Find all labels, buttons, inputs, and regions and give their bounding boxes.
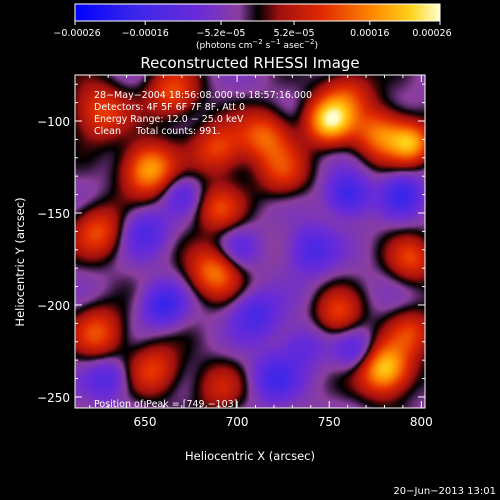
x-tick-label: 750 <box>318 415 341 429</box>
footer-timestamp: 20−Jun−2013 13:01 <box>393 486 496 497</box>
colorbar-tick-label: −0.00016 <box>122 28 169 39</box>
colorbar-tick-label: 0.00016 <box>350 28 389 39</box>
y-tick-label: −100 <box>37 115 70 129</box>
y-tick-label: −250 <box>37 391 70 405</box>
plot-frame <box>74 74 426 409</box>
colorbar-tick-label: 0.00026 <box>412 28 451 39</box>
x-tick-label: 800 <box>410 415 433 429</box>
annotation-detectors: Detectors: 4F 5F 6F 7F 8F, Att 0 <box>94 102 245 113</box>
colorbar-tick-labels: −0.00026 −0.00016 −5.2e−05 5.2e−05 0.00016 0.… <box>53 28 451 39</box>
colorbar-tick-label: −5.2e−05 <box>197 28 246 39</box>
x-tick-label: 650 <box>134 415 157 429</box>
colorbar <box>75 4 440 21</box>
x-axis-label: Heliocentric X (arcsec) <box>185 449 315 463</box>
annotation-time: 28−May−2004 18:56:08.000 to 18:57:16.000 <box>94 90 312 101</box>
chart-title: Reconstructed RHESSI Image <box>140 54 359 72</box>
peak-position-label: Position of Peak = [749,−103] <box>94 399 237 410</box>
x-tick-label: 700 <box>226 415 249 429</box>
y-axis-label: Heliocentric Y (arcsec) <box>13 197 27 326</box>
colorbar-tick-label: 5.2e−05 <box>273 28 314 39</box>
annotation-energy: Energy Range: 12.0 − 25.0 keV <box>94 114 244 125</box>
colorbar-units: (photons cm−2 s−1 asec−2) <box>196 38 318 51</box>
colorbar-ticks <box>74 21 441 25</box>
y-axis-ticks: −100 −150 −200 −250 <box>37 83 425 405</box>
colorbar-tick-label: −0.00026 <box>53 28 100 39</box>
y-tick-label: −150 <box>37 207 70 221</box>
heatmap-image <box>75 75 425 408</box>
annotation-clean: Clean Total counts: 991. <box>94 126 220 137</box>
y-tick-label: −200 <box>37 299 70 313</box>
x-axis-ticks: 650 700 750 800 <box>89 75 433 429</box>
colorbar-frame <box>74 3 441 22</box>
